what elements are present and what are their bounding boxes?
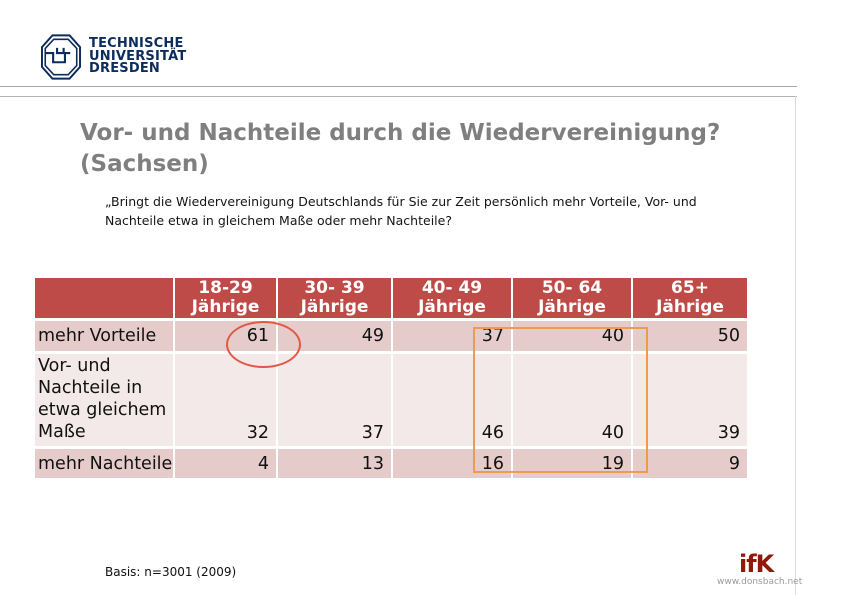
- highlight-ellipse-61: [226, 321, 301, 368]
- slide-title-line1: Vor- und Nachteile durch die Wiederverei…: [80, 120, 721, 146]
- slide-title: Vor- und Nachteile durch die Wiederverei…: [80, 118, 780, 180]
- value-gleichem-masse-18-29: 32: [175, 354, 276, 446]
- header-suffix: Jährige: [191, 297, 260, 317]
- header-range: 50- 64: [541, 278, 603, 298]
- header-range: 30- 39: [304, 278, 365, 298]
- table-header-30-39: 30- 39 Jährige: [278, 278, 391, 318]
- tu-dresden-logo: TECHNISCHE UNIVERSITÄT DRESDEN: [40, 33, 186, 81]
- table-header-50-64: 50- 64 Jährige: [513, 278, 631, 318]
- value-gleichem-masse-65plus: 39: [633, 354, 747, 446]
- tu-dresden-octagon-icon: [40, 34, 82, 80]
- header-divider-top: [0, 86, 797, 87]
- right-margin-divider: [795, 96, 796, 595]
- table-header-18-29: 18-29 Jährige: [175, 278, 276, 318]
- value-mehr-nachteile-18-29: 4: [175, 449, 276, 478]
- value-mehr-nachteile-40-49: 16: [393, 449, 511, 478]
- value-mehr-nachteile-50-64: 19: [513, 449, 631, 478]
- table-header-65plus: 65+ Jährige: [633, 278, 747, 318]
- basis-note: Basis: n=3001 (2009): [105, 565, 237, 579]
- ifk-website-url: www.donsbach.net: [717, 577, 803, 587]
- value-gleichem-masse-50-64: 40: [513, 354, 631, 446]
- header-suffix: Jährige: [538, 297, 606, 317]
- row-label-mehr-vorteile: mehr Vorteile: [35, 321, 173, 351]
- tu-dresden-wordmark: TECHNISCHE UNIVERSITÄT DRESDEN: [89, 38, 186, 76]
- value-mehr-nachteile-65plus: 9: [633, 449, 747, 478]
- header-range: 18-29: [198, 278, 253, 298]
- value-mehr-nachteile-30-39: 13: [278, 449, 391, 478]
- header-range: 40- 49: [421, 278, 483, 298]
- header-divider-bottom: [0, 96, 797, 97]
- survey-question: „Bringt die Wiedervereinigung Deutschlan…: [105, 194, 697, 228]
- header-range: 65+: [671, 278, 709, 298]
- header-suffix: Jährige: [418, 297, 486, 317]
- header-suffix: Jährige: [300, 297, 369, 317]
- slide-title-line2: (Sachsen): [80, 151, 209, 177]
- value-gleichem-masse-40-49: 46: [393, 354, 511, 446]
- value-mehr-vorteile-40-49: 37: [393, 321, 511, 351]
- value-mehr-vorteile-50-64: 40: [513, 321, 631, 351]
- row-label-gleichem-masse: Vor- und Nachteile in etwa gleichem Maße: [35, 354, 173, 446]
- results-table: 18-29 Jährige 30- 39 Jährige 40- 49 Jähr…: [35, 278, 747, 478]
- header-suffix: Jährige: [656, 297, 724, 317]
- row-label-mehr-nachteile: mehr Nachteile: [35, 449, 173, 478]
- highlight-rectangle-middle-ages: [473, 327, 648, 473]
- logo-line-3: DRESDEN: [89, 61, 160, 77]
- value-gleichem-masse-30-39: 37: [278, 354, 391, 446]
- table-header-40-49: 40- 49 Jährige: [393, 278, 511, 318]
- table-header-empty: [35, 278, 173, 318]
- logo-line-2: UNIVERSITÄT: [89, 48, 187, 64]
- logo-line-1: TECHNISCHE: [89, 36, 184, 52]
- value-mehr-vorteile-65plus: 50: [633, 321, 747, 351]
- ifk-logo: ifK: [739, 550, 774, 578]
